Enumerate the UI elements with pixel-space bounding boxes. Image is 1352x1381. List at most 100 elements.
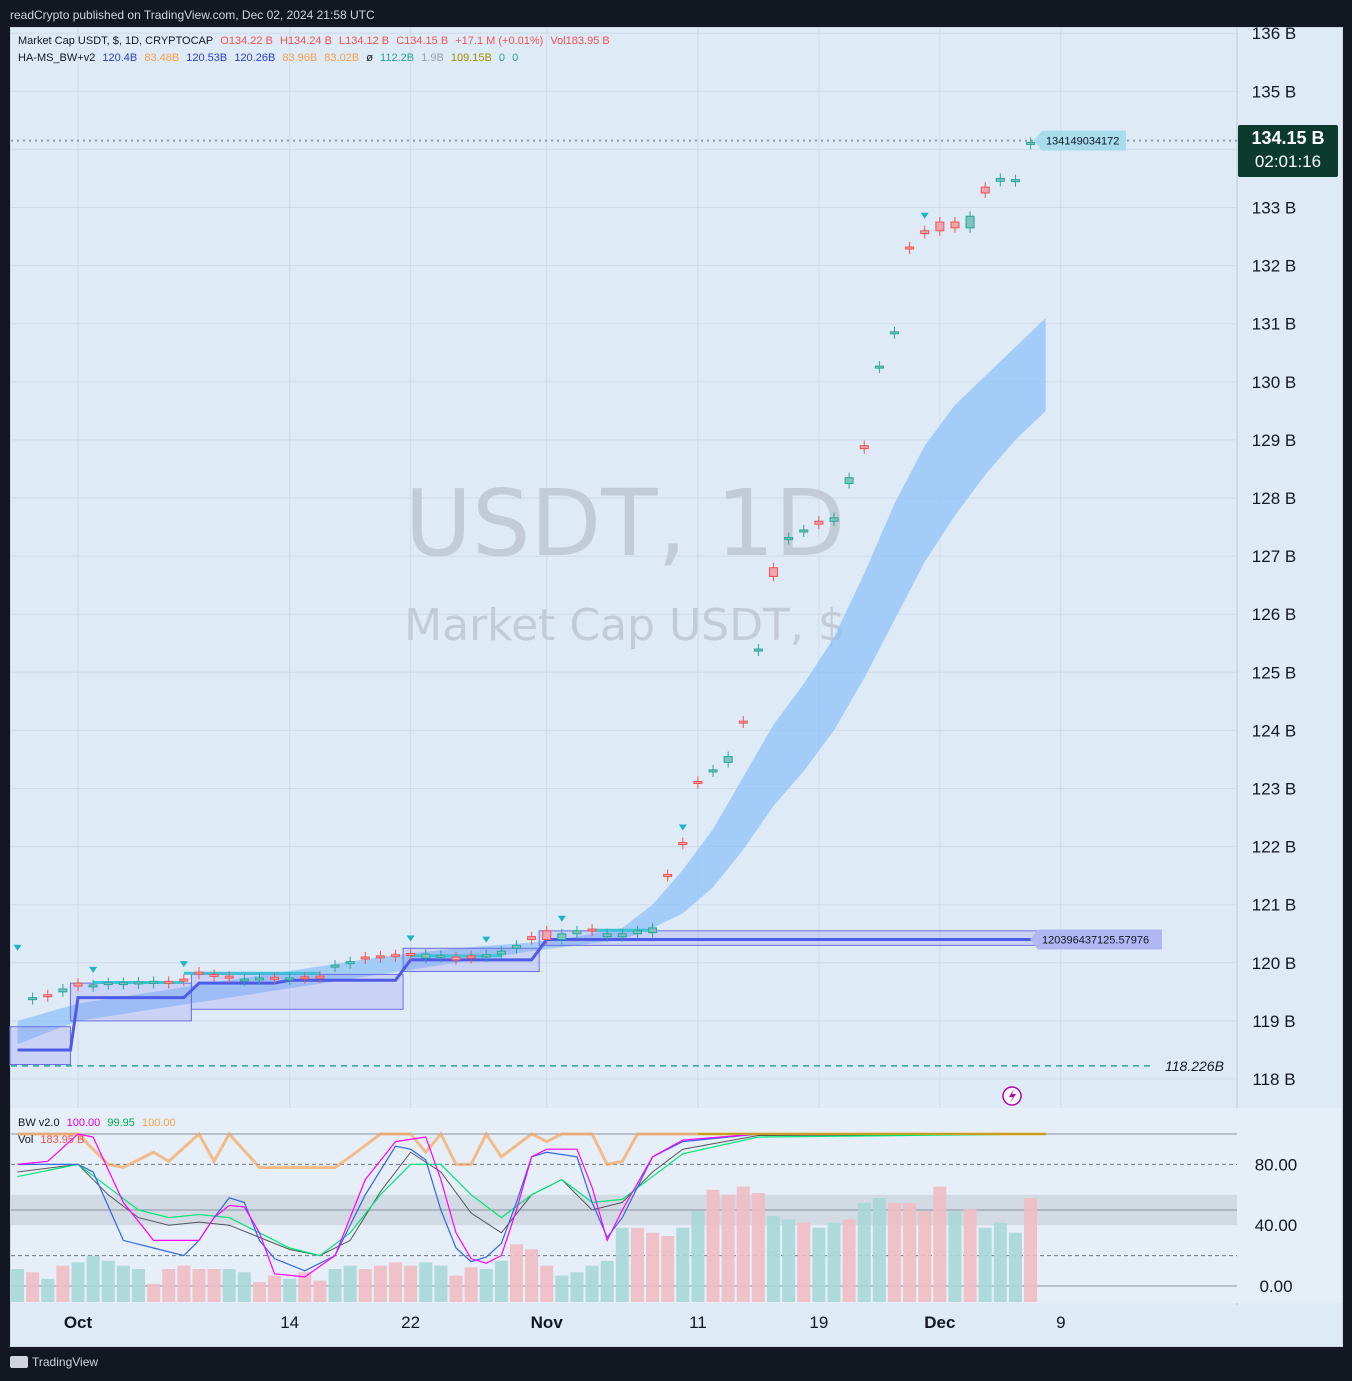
- price-axis-label: 133 B: [1252, 199, 1296, 218]
- legend-bw: BW v2.0 100.00 99.95 100.00: [18, 1117, 180, 1129]
- buy-arrow-icon: [179, 961, 188, 968]
- candle: [270, 976, 280, 980]
- volume-bar: [525, 1249, 539, 1302]
- footer-brand[interactable]: TradingView: [10, 1355, 98, 1369]
- osc-blue-line: [17, 1133, 1046, 1272]
- price-axis-label: 121 B: [1252, 896, 1296, 915]
- volume-bar: [268, 1275, 282, 1302]
- price-axis-label: 136 B: [1252, 24, 1296, 43]
- vol-name: Vol: [18, 1134, 34, 1146]
- candle: [194, 971, 204, 975]
- candle: [88, 984, 98, 988]
- volume-bar: [797, 1222, 811, 1302]
- volume-bar: [872, 1198, 886, 1302]
- tradingview-logo-icon: [10, 1356, 28, 1368]
- candle: [527, 936, 537, 941]
- bw-b: 99.95: [107, 1117, 135, 1129]
- volume-bar: [283, 1278, 297, 1302]
- ma-band: [17, 317, 1046, 1045]
- candle: [889, 331, 899, 335]
- indicator-v6: 83.02B: [324, 52, 360, 64]
- legend-vol: Vol 183.95 B: [18, 1134, 88, 1146]
- candle: [466, 955, 476, 959]
- range-box: [9, 1026, 71, 1065]
- price-badge-value: 134.15 B: [1251, 128, 1325, 148]
- osc-axis-label: 40.00: [1255, 1216, 1298, 1235]
- osc-gray-line: [17, 1133, 1046, 1257]
- candle: [239, 978, 249, 982]
- volume-bar: [192, 1269, 206, 1302]
- indicator-v7: 112.2B: [380, 52, 415, 64]
- volume-bar: [1024, 1198, 1038, 1302]
- volume-bar: [887, 1203, 901, 1302]
- price-axis-label: 128 B: [1252, 489, 1296, 508]
- volume-bar: [116, 1265, 130, 1302]
- volume-bar: [358, 1269, 372, 1302]
- bw-name: BW v2.0: [18, 1117, 60, 1129]
- volume-bar: [615, 1227, 629, 1302]
- candle: [632, 930, 642, 935]
- candle: [164, 980, 174, 984]
- candle: [436, 954, 446, 958]
- mid-line-label: 120396437125.57976: [1042, 935, 1149, 947]
- volume-bar: [978, 1227, 992, 1302]
- legend-symbol: Market Cap USDT, $, 1D, CRYPTOCAP: [18, 35, 214, 47]
- buy-arrow-icon: [678, 824, 687, 831]
- candle: [905, 246, 915, 250]
- osc-pink-line: [17, 1133, 1046, 1278]
- volume-bar: [41, 1278, 55, 1302]
- price-axis-label: 131 B: [1252, 315, 1296, 334]
- candle: [708, 769, 718, 773]
- lightning-icon: [1009, 1089, 1016, 1103]
- candle: [799, 529, 809, 533]
- candle: [602, 933, 612, 938]
- legend-open: O134.22 B: [220, 35, 273, 47]
- candle: [375, 955, 385, 959]
- osc-axis-label: 80.00: [1255, 1155, 1298, 1174]
- indicator-v10: 0: [498, 52, 506, 64]
- candle: [617, 933, 627, 938]
- volume-bar: [767, 1216, 781, 1302]
- vol-value: 183.95 B: [40, 1134, 85, 1146]
- candle: [920, 230, 930, 235]
- candle: [965, 215, 975, 229]
- volume-bar: [222, 1269, 236, 1302]
- volume-bar: [903, 1203, 917, 1302]
- candle: [693, 781, 703, 785]
- price-badge-timer: 02:01:16: [1254, 152, 1322, 171]
- candle: [648, 927, 658, 934]
- candle: [149, 980, 159, 984]
- candle: [935, 221, 945, 232]
- volume-bar: [328, 1269, 342, 1302]
- price-badge: 134.15 B 02:01:16: [1238, 125, 1338, 177]
- candle: [995, 177, 1005, 182]
- candle: [451, 956, 461, 961]
- volume-bar: [993, 1222, 1007, 1302]
- watermark-title: USDT, 1D: [405, 470, 846, 577]
- candle: [315, 975, 325, 979]
- candle: [723, 756, 733, 763]
- volume-bar: [661, 1236, 675, 1302]
- indicator-v5: 83.96B: [282, 52, 318, 64]
- volume-bar: [464, 1267, 478, 1302]
- volume-bar: [782, 1219, 796, 1302]
- volume-bar: [373, 1265, 387, 1302]
- indicator-v2: 83.48B: [144, 52, 180, 64]
- volume-bar: [736, 1186, 750, 1302]
- price-axis-label: 126 B: [1252, 605, 1296, 624]
- volume-bar: [449, 1275, 463, 1302]
- volume-bar: [721, 1194, 735, 1302]
- volume-bar: [630, 1227, 644, 1302]
- legend-high: H134.24 B: [279, 35, 332, 47]
- indicator-sym: ø: [366, 52, 373, 64]
- volume-bar: [419, 1262, 433, 1302]
- price-axis-label: 119 B: [1252, 1012, 1295, 1031]
- volume-bar: [918, 1211, 932, 1302]
- legend-change: +17.1 M (+0.01%): [455, 35, 544, 47]
- candle: [224, 975, 234, 979]
- volume-bar: [86, 1255, 100, 1302]
- volume-bar: [706, 1189, 720, 1302]
- volume-bar: [691, 1211, 705, 1302]
- time-axis-label: Nov: [531, 1313, 564, 1332]
